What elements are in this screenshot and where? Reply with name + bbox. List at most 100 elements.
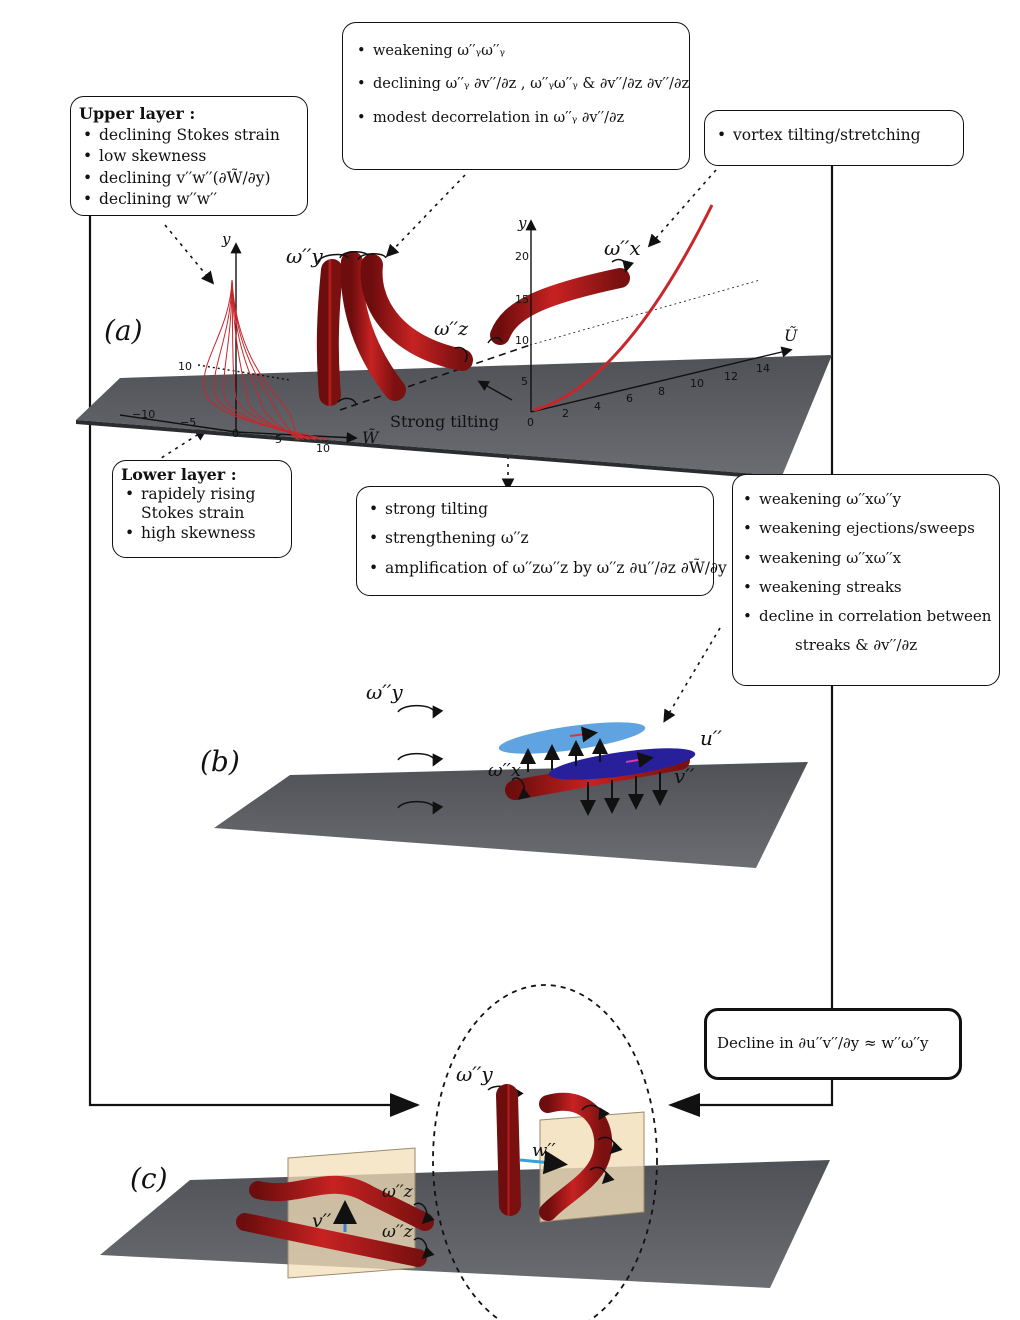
- panel-c-plate: [100, 1160, 830, 1288]
- arrowhead-right-into-c: [668, 1093, 700, 1117]
- u-tick: 10: [690, 377, 704, 390]
- omega-x-label-a: ω′′x: [604, 236, 641, 260]
- right-y-tick: 20: [515, 250, 529, 263]
- u-tick: 14: [756, 362, 770, 375]
- top-center-item: weakening ω′′ᵧω′′ᵧ: [353, 35, 679, 69]
- left-y-axis-label: y: [222, 230, 231, 248]
- ejection-sweep-arrows: [520, 738, 668, 816]
- vortex-tilting-item: vortex tilting/stretching: [713, 125, 955, 147]
- streak-low-flow-arrow: [625, 752, 654, 768]
- strong-tilting-box: strong tilting strengthening ω′′z amplif…: [356, 486, 727, 596]
- weakening-item: weakening ω′′xω′′y: [739, 485, 993, 515]
- top-center-box: weakening ω′′ᵧω′′ᵧ declining ω′′ᵧ ∂v′′/∂…: [342, 22, 690, 170]
- left-y-tick: 10: [178, 360, 192, 373]
- w-tick: 5: [275, 433, 282, 446]
- right-y-tick: 5: [521, 375, 528, 388]
- panel-label-c: (c): [130, 1162, 168, 1195]
- lower-layer-item: rapidely rising: [121, 485, 283, 505]
- callout-lower-layer: [154, 428, 208, 463]
- callout-top-center: [385, 174, 466, 258]
- u-tick: 6: [626, 392, 633, 405]
- streak-high-flow-arrow: [569, 726, 598, 743]
- upper-layer-item: declining Stokes strain: [79, 125, 299, 147]
- panel-a-vortex-tubes: [316, 251, 630, 406]
- vortex-a-tilted-1: [340, 251, 406, 401]
- lower-layer-item: high skewness: [121, 524, 283, 544]
- lower-layer-box: Lower layer : rapidely rising Stokes str…: [112, 460, 292, 558]
- high-speed-streak: [498, 722, 646, 754]
- panel-a-left-gridline: [197, 364, 291, 381]
- arrowhead-left-into-c: [390, 1093, 420, 1117]
- top-center-item: declining ω′′ᵧ ∂v′′/∂z , ω′′ᵧω′′ᵧ & ∂v′′…: [353, 68, 689, 102]
- u-label-b: u′′: [700, 726, 722, 750]
- top-center-item: modest decorrelation in ω′′ᵧ ∂v′′/∂z: [353, 102, 679, 136]
- panel-a: [76, 204, 832, 480]
- panel-c: [100, 984, 830, 1320]
- vortex-a-streamwise: [490, 268, 630, 345]
- lower-layer-title: Lower layer :: [121, 465, 237, 484]
- strong-tilting-item: amplification of ω′′zω′′z by ω′′z ∂u′′/∂…: [365, 554, 727, 584]
- w-tick: −5: [180, 416, 197, 429]
- callout-weakening: [663, 627, 721, 723]
- lower-layer-item: Stokes strain: [141, 504, 245, 523]
- omega-z-label-c2: ω′′z: [382, 1222, 413, 1242]
- panel-a-plate-edge: [76, 420, 782, 480]
- weakening-list-box: weakening ω′′xω′′y weakening ejections/s…: [732, 474, 1000, 686]
- omega-y-label-b: ω′′y: [366, 680, 403, 704]
- panel-b: [214, 681, 808, 868]
- dashed-ellipse: [432, 984, 658, 1320]
- upper-layer-item: low skewness: [79, 146, 299, 168]
- upper-layer-item: declining v′′w′′(∂W̃/∂y): [79, 168, 299, 190]
- panel-a-right-u-axis: [530, 346, 793, 413]
- weakening-item: weakening ω′′xω′′x: [739, 544, 993, 574]
- w-tick: 10: [316, 442, 330, 455]
- vortex-a-tilted-2: [360, 254, 473, 371]
- upper-layer-connector: [88, 215, 418, 1107]
- vortex-c-upper: [249, 1175, 434, 1231]
- weakening-item: streaks & ∂v′′/∂z: [795, 636, 918, 655]
- vortex-c-lower: [236, 1213, 427, 1267]
- w-arrow-c: [519, 1150, 568, 1175]
- w-tick: −10: [132, 408, 156, 421]
- weakening-item: weakening ejections/sweeps: [739, 514, 993, 544]
- panel-label-a: (a): [104, 314, 143, 347]
- w-label-c: w′′: [532, 1140, 556, 1161]
- decline-text: Decline in ∂u′′v′′/∂y ≈ w′′ω′′y: [717, 1034, 929, 1052]
- right-y-axis-label: y: [518, 214, 527, 232]
- omega-z-label-c1: ω′′z: [382, 1182, 413, 1202]
- w-axis-label: W̃: [362, 428, 379, 447]
- vortex-c-arch: [539, 1092, 613, 1221]
- v-label-c: v′′: [312, 1210, 332, 1232]
- weakening-item: weakening streaks: [739, 573, 993, 603]
- u-tick: 8: [658, 385, 665, 398]
- mean-velocity-profile: [533, 204, 714, 412]
- omega-z-label-a: ω′′z: [434, 318, 469, 340]
- omega-y-label-a: ω′′y: [286, 244, 323, 268]
- upper-layer-item: declining w′′w′′: [79, 189, 299, 211]
- right-y-tick: 15: [515, 293, 529, 306]
- panel-a-rotation-arrows: [317, 251, 634, 405]
- u-tick: 0: [527, 416, 534, 429]
- panel-c-arch-rotation-arrows: [581, 1104, 623, 1185]
- flow-connectors: [88, 165, 834, 1107]
- upper-layer-box: Upper layer : declining Stokes strain lo…: [70, 96, 308, 216]
- panel-b-rotation-arrows: [397, 704, 531, 815]
- u-axis-label: Ũ: [784, 326, 798, 345]
- omega-x-label-b: ω′′x: [488, 760, 522, 781]
- v-label-b: v′′: [674, 764, 695, 788]
- strong-tilting-item: strong tilting: [365, 495, 705, 525]
- vortex-a-upright-1: [316, 259, 343, 406]
- stokes-profiles: [203, 279, 331, 441]
- dotted-callouts: [154, 169, 721, 723]
- callout-upper-layer: [164, 224, 215, 285]
- low-speed-streak: [548, 748, 696, 780]
- u-tick: 12: [724, 370, 738, 383]
- panel-a-left-w-neg-axis: [119, 414, 237, 433]
- decline-box: Decline in ∂u′′v′′/∂y ≈ w′′ω′′y: [704, 1008, 962, 1080]
- omega-y-label-c: ω′′y: [456, 1062, 493, 1086]
- panel-label-b: (b): [200, 745, 240, 778]
- panel-a-center-baseline: [339, 344, 531, 411]
- right-y-tick: 10: [515, 334, 529, 347]
- vortex-tilting-box: vortex tilting/stretching: [704, 110, 964, 166]
